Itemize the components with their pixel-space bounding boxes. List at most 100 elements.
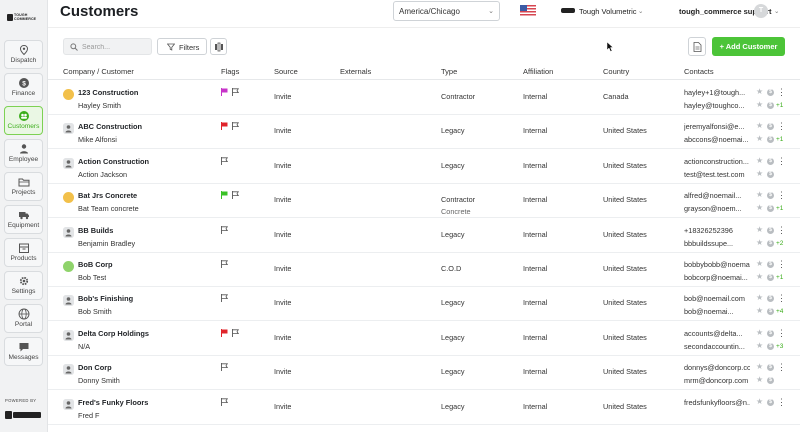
- contact-primary[interactable]: fredsfunkyfloors@n...: [684, 397, 750, 407]
- contact-secondary[interactable]: abccons@noemai...: [684, 135, 749, 145]
- row-menu-icon[interactable]: ⋮: [777, 396, 786, 407]
- column-header-externals[interactable]: Externals: [340, 67, 372, 76]
- row-menu-icon[interactable]: ⋮: [777, 155, 786, 166]
- add-flag-icon[interactable]: [232, 88, 239, 96]
- table-row[interactable]: BoB Corp Bob Test Invite C.O.D Internal Unite…: [48, 252, 800, 287]
- sidebar-item-dispatch[interactable]: Dispatch: [4, 40, 43, 69]
- contact-secondary[interactable]: bob@noemai...: [684, 307, 734, 317]
- sidebar-item-settings[interactable]: Settings: [4, 271, 43, 300]
- star-icon[interactable]: ★: [756, 203, 764, 213]
- more-contacts-count[interactable]: +4: [776, 308, 784, 316]
- contact-primary[interactable]: hayley+1@tough...: [684, 88, 746, 97]
- row-menu-icon[interactable]: ⋮: [777, 87, 786, 97]
- star-icon[interactable]: ★: [756, 237, 764, 247]
- contact-secondary[interactable]: secondaccountin...: [684, 341, 745, 351]
- company-switcher[interactable]: Tough Volumetric: [579, 7, 637, 16]
- star-icon[interactable]: ★: [756, 293, 764, 303]
- company-name[interactable]: 123 Construction: [78, 88, 139, 97]
- contact-primary[interactable]: donnys@doncorp.co...: [684, 363, 750, 373]
- more-contacts-count[interactable]: +1: [776, 205, 784, 213]
- sidebar-item-employee[interactable]: Employee: [4, 139, 43, 168]
- more-contacts-count[interactable]: +1: [776, 136, 784, 144]
- row-menu-icon[interactable]: ⋮: [777, 121, 786, 132]
- contact-primary[interactable]: accounts@delta...: [684, 328, 743, 338]
- table-row[interactable]: BB Builds Benjamin Bradley Invite Legacy Int…: [48, 218, 800, 253]
- company-name[interactable]: Don Corp: [78, 363, 112, 373]
- table-row[interactable]: 123 Construction Hayley Smith Invite Contra…: [48, 80, 800, 115]
- row-menu-icon[interactable]: ⋮: [777, 224, 786, 235]
- company-name[interactable]: Action Construction: [78, 156, 150, 166]
- table-row[interactable]: Don Corp Donny Smith Invite Legacy Internal U…: [48, 355, 800, 391]
- star-icon[interactable]: ★: [756, 362, 764, 372]
- company-name[interactable]: Fred's Funky Floors: [78, 397, 149, 407]
- star-icon[interactable]: ★: [756, 87, 764, 96]
- timezone-select[interactable]: America/Chicago ⌄: [393, 1, 500, 21]
- columns-button[interactable]: [210, 38, 227, 55]
- add-flag-icon[interactable]: [221, 260, 228, 268]
- table-row[interactable]: ABC Construction Mike Alfonsi Invite Legacy…: [48, 114, 800, 150]
- contact-secondary[interactable]: hayley@toughco...: [684, 101, 745, 110]
- company-name[interactable]: BB Builds: [78, 225, 114, 235]
- sidebar-item-projects[interactable]: Projects: [4, 172, 43, 201]
- star-icon[interactable]: ★: [756, 375, 764, 385]
- add-flag-icon[interactable]: [221, 294, 228, 303]
- column-header-contacts[interactable]: Contacts: [684, 67, 714, 76]
- table-row[interactable]: Action Construction Action Jackson Invite L…: [48, 149, 800, 184]
- export-button[interactable]: [688, 37, 706, 56]
- row-menu-icon[interactable]: ⋮: [777, 293, 786, 304]
- row-menu-icon[interactable]: ⋮: [777, 327, 786, 338]
- star-icon[interactable]: ★: [756, 134, 764, 144]
- column-header-flags[interactable]: Flags: [221, 67, 240, 76]
- column-header-country[interactable]: Country: [603, 67, 630, 76]
- chevron-down-icon[interactable]: ⌄: [774, 8, 780, 15]
- sidebar-item-equipment[interactable]: Equipment: [4, 205, 43, 234]
- contact-primary[interactable]: bob@noemail.com: [684, 294, 745, 304]
- search-input[interactable]: [82, 42, 148, 52]
- star-icon[interactable]: ★: [756, 155, 764, 165]
- more-contacts-count[interactable]: +2: [776, 239, 784, 247]
- flag-purple-icon[interactable]: [221, 88, 228, 96]
- star-icon[interactable]: ★: [756, 306, 764, 316]
- column-header-type[interactable]: Type: [441, 67, 458, 76]
- contact-secondary[interactable]: mrm@doncorp.com: [684, 376, 749, 386]
- more-contacts-count[interactable]: +1: [776, 274, 784, 281]
- contact-primary[interactable]: +18326252396: [684, 225, 733, 235]
- flag-green-icon[interactable]: [221, 191, 228, 200]
- table-row[interactable]: Bob's Finishing Bob Smith Invite Legacy Inte…: [48, 286, 800, 322]
- company-name[interactable]: ABC Construction: [78, 122, 143, 132]
- add-flag-icon[interactable]: [232, 191, 239, 200]
- chevron-down-icon[interactable]: ⌄: [638, 8, 644, 15]
- star-icon[interactable]: ★: [756, 396, 764, 406]
- column-header-company-customer[interactable]: Company / Customer: [63, 67, 134, 76]
- add-customer-button[interactable]: + Add Customer: [712, 37, 785, 56]
- company-name[interactable]: Bob's Finishing: [78, 294, 134, 304]
- sidebar-item-portal[interactable]: Portal: [4, 304, 43, 333]
- sidebar-item-products[interactable]: Products: [4, 238, 43, 267]
- star-icon[interactable]: ★: [756, 190, 764, 200]
- filters-button[interactable]: Filters: [157, 38, 207, 55]
- user-name[interactable]: tough_commerce support: [679, 7, 772, 16]
- more-contacts-count[interactable]: +3: [776, 342, 784, 350]
- sidebar-item-finance[interactable]: $ Finance: [4, 73, 43, 102]
- search-box[interactable]: [63, 38, 152, 55]
- add-flag-icon[interactable]: [221, 156, 228, 165]
- contact-primary[interactable]: alfred@noemail...: [684, 191, 742, 201]
- star-icon[interactable]: ★: [756, 100, 764, 109]
- table-row[interactable]: Delta Corp Holdings N/A Invite Legacy Intern…: [48, 321, 800, 356]
- table-row[interactable]: Fred's Funky Floors Fred F Invite Legacy Int…: [48, 390, 800, 425]
- star-icon[interactable]: ★: [756, 224, 764, 234]
- add-flag-icon[interactable]: [232, 122, 239, 131]
- company-name[interactable]: BoB Corp: [78, 260, 113, 269]
- sidebar-item-messages[interactable]: Messages: [4, 337, 43, 366]
- add-flag-icon[interactable]: [221, 363, 228, 372]
- row-menu-icon[interactable]: ⋮: [777, 362, 786, 373]
- star-icon[interactable]: ★: [756, 327, 764, 337]
- avatar[interactable]: T: [754, 4, 768, 18]
- row-menu-icon[interactable]: ⋮: [777, 190, 786, 201]
- sidebar-item-customers[interactable]: Customers: [4, 106, 43, 135]
- table-row[interactable]: Bat Jrs Concrete Bat Team concrete Invite C…: [48, 183, 800, 219]
- contact-primary[interactable]: bobbybobb@noema...: [684, 260, 750, 269]
- contact-primary[interactable]: actionconstruction...: [684, 156, 749, 166]
- column-header-affiliation[interactable]: Affiliation: [523, 67, 554, 76]
- add-flag-icon[interactable]: [221, 225, 228, 234]
